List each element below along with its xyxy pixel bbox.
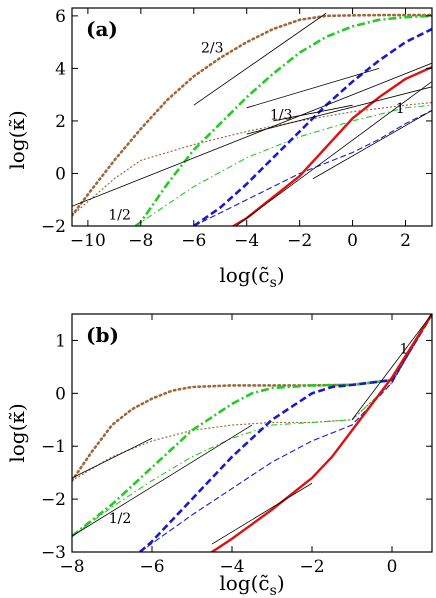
series-line-2 [134,14,432,226]
asymptote-line-9 [211,482,313,545]
slope-annotation: 1/2 [109,511,132,527]
panel-label: (a) [86,17,118,41]
x-tick-label: 0 [387,557,398,577]
x-axis-label: log(c̃s) [219,263,284,291]
series-line-1 [72,314,432,482]
series-line-6 [210,314,432,552]
panel-label: (b) [86,323,119,347]
x-tick-label: 2 [400,231,411,251]
x-tick-label: −2 [299,557,324,577]
x-tick-label: −10 [70,231,106,251]
panel-a: −10 −8 −6 −4 −2 0 2 −2 0 2 4 6 (a) 2/3 1/3 1/2 1 log(c̃s)… [5,7,433,291]
asymptote-line-9 [246,68,380,109]
series-line-5 [193,109,432,226]
x-tick-label: −8 [59,557,84,577]
series-line-6 [232,65,432,226]
y-tick-label: 2 [55,112,66,132]
x-tick-label: −2 [287,231,312,251]
y-tick-label: −1 [41,437,66,457]
panel-b: −8 −6 −4 −2 0 −3 −2 −1 0 1 (b) 1/2 1 log(c̃s) log(κ̃) [5,313,433,598]
x-tick-label: −4 [219,557,244,577]
slope-annotation: 2/3 [201,41,224,57]
series-line-4 [193,27,432,226]
plot-frame [71,7,433,227]
asymptote-line-7 [72,62,432,207]
series-line-4 [139,314,432,552]
plot-frame [71,313,433,553]
y-tick-label: −2 [41,490,66,510]
asymptote-line-8 [72,424,253,537]
y-tick-label: 4 [55,59,66,79]
asymptote-line-10 [351,314,432,421]
series-line-1 [72,101,432,217]
y-tick-label: 6 [55,7,66,27]
asymptote-line-8 [193,12,327,106]
asymptote-line-12 [235,81,432,226]
asymptote-line-11 [273,104,353,122]
series-line-2 [72,314,432,538]
series-line-3 [135,104,432,226]
x-tick-label: −8 [128,231,153,251]
x-tick-label: −6 [181,231,206,251]
series-line-5 [139,314,432,552]
series-group [72,314,432,552]
series-line-0 [72,13,432,217]
y-tick-label: −2 [41,217,66,237]
y-axis-label: log(κ̃) [5,403,29,462]
slope-annotation: 1/2 [108,207,131,223]
x-tick-label: −4 [234,231,259,251]
y-tick-label: 0 [55,164,66,184]
y-tick-label: −3 [41,543,66,563]
asymptote-line-7 [72,437,153,479]
series-group [72,12,432,226]
y-axis-label: log(κ̃) [5,110,29,169]
x-tick-label: −6 [139,557,164,577]
slope-annotation: 1/3 [270,108,293,124]
x-tick-label: 0 [347,231,358,251]
x-axis-label: log(c̃s) [219,571,284,598]
series-line-3 [72,314,432,537]
asymptote-line-10 [246,86,432,135]
y-tick-label: 1 [55,331,66,351]
asymptote-line-13 [312,110,432,180]
slope-annotation: 1 [396,101,405,117]
y-tick-label: 0 [55,384,66,404]
slope-annotation: 1 [400,342,409,358]
